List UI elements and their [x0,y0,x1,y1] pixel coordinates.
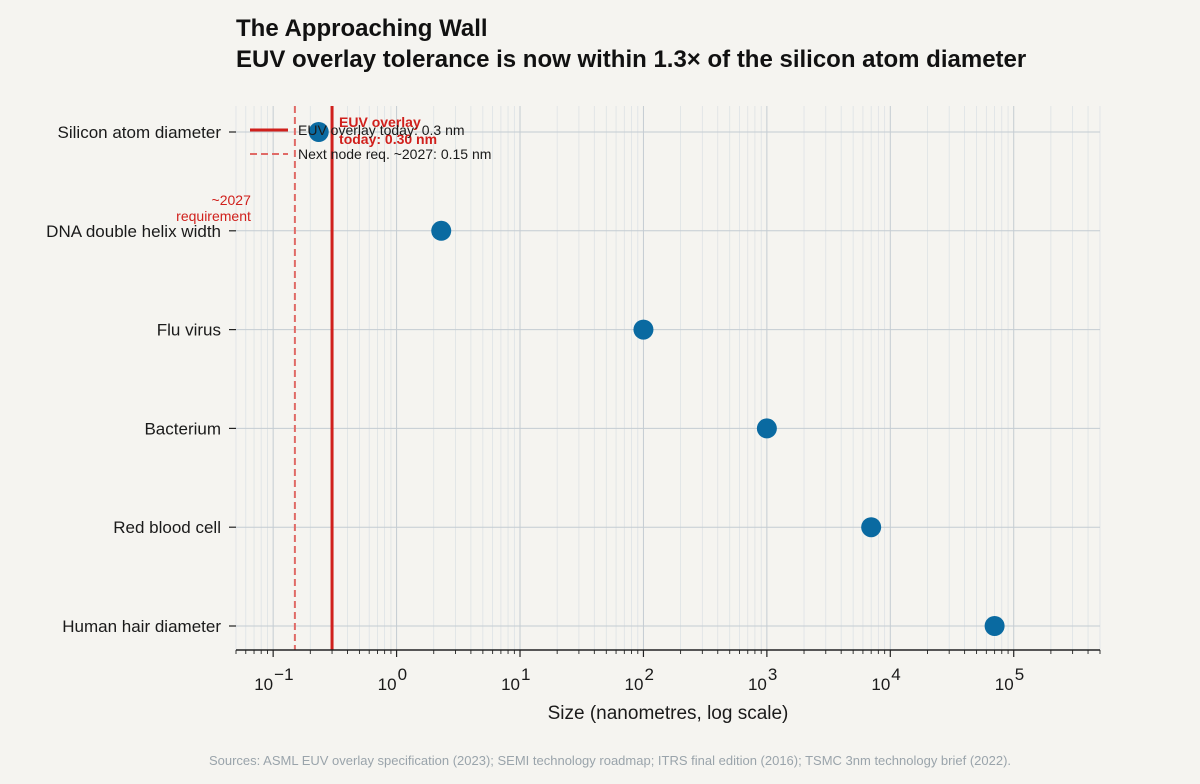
euv-overlay-annotation: EUV overlay [339,114,421,130]
y-tick-label: Human hair diameter [62,617,221,636]
x-tick-base: 10 [871,675,890,694]
x-tick-base: 10 [378,675,397,694]
x-tick-label: 103 [748,665,777,694]
chart-title: The Approaching Wall [236,15,488,42]
y-tick-label: Bacterium [144,419,221,438]
x-tick-base: 10 [995,675,1014,694]
data-point [756,418,777,439]
source-note: Sources: ASML EUV overlay specification … [209,753,1011,768]
x-tick-exponent: 0 [398,665,407,684]
requirement-annotation: requirement [176,208,251,224]
x-tick-label: 104 [871,665,900,694]
x-tick-exponent: 5 [1015,665,1024,684]
x-axis-label: Size (nanometres, log scale) [548,703,789,724]
y-tick-label: DNA double helix width [46,222,221,241]
data-point [308,122,329,142]
y-tick-labels: Silicon atom diameter DNA double helix wi… [46,123,221,636]
x-tick-exponent: 4 [891,665,900,684]
legend: EUV overlay today: 0.3 nm Next node req. … [250,122,491,162]
x-tick-exponent: 1 [521,665,530,684]
y-tick-label: Silicon atom diameter [58,123,222,142]
requirement-annotation: ~2027 [212,192,252,208]
legend-label-requirement: Next node req. ~2027: 0.15 nm [298,146,491,162]
x-tick-label: 102 [625,665,654,694]
x-tick-label: 10−1 [254,665,293,694]
x-tick-base: 10 [254,675,273,694]
x-tick-exponent: 3 [768,665,777,684]
y-tick-label: Red blood cell [113,518,221,537]
data-point [431,220,452,241]
data-point [633,319,654,340]
x-tick-exponent: −1 [274,665,293,684]
x-tick-label: 101 [501,665,530,694]
axes [229,131,1101,657]
grid-lines [235,106,1101,650]
x-tick-base: 10 [625,675,644,694]
euv-overlay-annotation: today: 0.30 nm [339,131,437,147]
data-points [308,122,1005,636]
reference-lines [293,106,334,650]
x-tick-label: 105 [995,665,1024,694]
x-tick-base: 10 [748,675,767,694]
x-tick-exponent: 2 [644,665,653,684]
data-point [984,616,1005,636]
y-tick-label: Flu virus [157,321,221,340]
x-tick-base: 10 [501,675,520,694]
legend-label-euv: EUV overlay today: 0.3 nm [298,122,465,138]
chart-subtitle: EUV overlay tolerance is now within 1.3×… [236,46,1026,73]
x-tick-label: 100 [378,665,407,694]
data-point [861,517,882,538]
